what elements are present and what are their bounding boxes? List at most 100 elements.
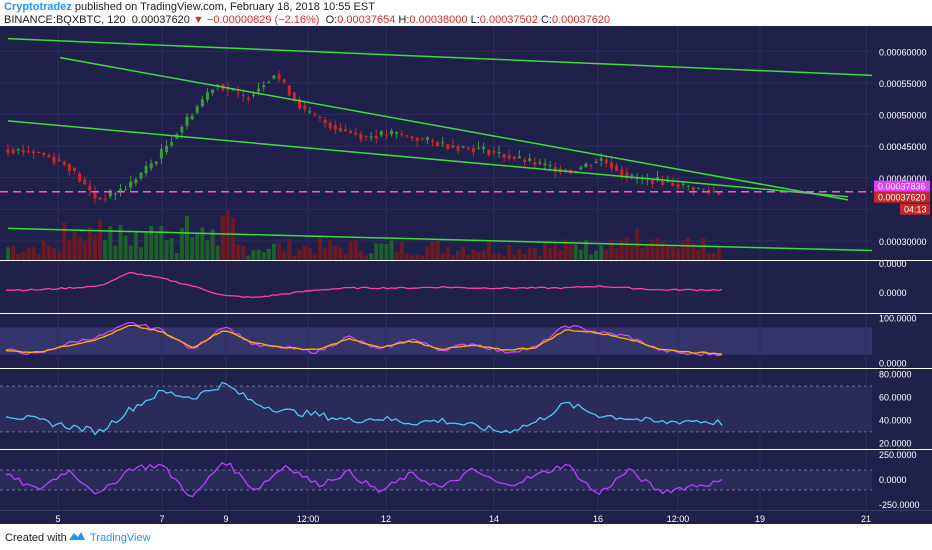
- volume-bar: [374, 243, 379, 260]
- volume-bar: [640, 248, 645, 260]
- candle-body: [410, 136, 414, 139]
- volume-bar: [149, 225, 154, 260]
- rsi-tick-label: 20.0000: [879, 438, 912, 448]
- volume-bar: [220, 216, 225, 260]
- created-with-label: Created with: [5, 532, 67, 544]
- volume-bar: [261, 252, 266, 260]
- candle-body: [108, 190, 112, 197]
- volume-bar: [619, 239, 624, 260]
- candle-body: [615, 165, 619, 172]
- volume-bar: [195, 233, 200, 260]
- rsi-panel[interactable]: [0, 369, 872, 449]
- candle-body: [113, 193, 117, 195]
- volume-bar: [496, 253, 501, 260]
- candle-body: [686, 185, 690, 187]
- candle-body: [262, 85, 266, 88]
- low-value: 0.00037502: [479, 14, 538, 26]
- candle-body: [333, 125, 337, 130]
- candle-body: [144, 165, 148, 174]
- volume-bar: [364, 255, 368, 260]
- candle-body: [487, 149, 491, 155]
- volume-bar: [410, 255, 415, 260]
- volume-bar: [277, 242, 282, 260]
- tradingview-logo-icon: [69, 532, 85, 540]
- volume-bar: [205, 240, 210, 260]
- candle-body: [400, 134, 404, 136]
- volume-bar: [404, 252, 409, 260]
- candle-body: [11, 149, 15, 154]
- rsi-chart: [0, 369, 872, 449]
- cci-panel[interactable]: [0, 450, 872, 510]
- volume-bar: [133, 231, 138, 260]
- countdown-label: 04:13: [904, 205, 927, 215]
- current-price-tag: [874, 191, 930, 203]
- volume-bar: [399, 241, 404, 260]
- volume-bar: [16, 253, 21, 260]
- high-value: 0.00038000: [409, 14, 468, 26]
- volume-bar: [246, 255, 251, 260]
- price-change: −0.00000829 (−2.16%): [206, 14, 320, 26]
- time-tick-label: 12:00: [297, 514, 320, 524]
- candle-body: [88, 185, 92, 191]
- candle-body: [231, 89, 235, 91]
- volume-bar: [103, 240, 108, 260]
- rsi-tick-label: 80.0000: [879, 370, 912, 380]
- author-link[interactable]: Cryptotradez: [4, 1, 72, 13]
- volume-bar: [384, 244, 389, 260]
- candle-body: [671, 182, 675, 186]
- volume-bar: [466, 254, 471, 260]
- candle-body: [477, 147, 481, 149]
- time-tick-label: 16: [593, 514, 603, 524]
- time-axis-labels: 5 7 9 12:00 12 14 16 12:00 19 21: [55, 514, 871, 524]
- candle-body: [384, 134, 388, 136]
- candle-body: [328, 122, 332, 129]
- time-tick-label: 12:00: [667, 514, 690, 524]
- volume-bar: [706, 253, 711, 260]
- volume-bar: [31, 246, 36, 260]
- volume-bar: [154, 233, 159, 260]
- candle-body: [349, 130, 353, 134]
- cci-tick-label: -250.0000: [879, 500, 920, 510]
- candle-body: [236, 92, 240, 94]
- candle-body: [630, 175, 634, 177]
- candle-body: [139, 172, 143, 179]
- volume-bar: [26, 248, 31, 260]
- candle-body: [599, 158, 603, 161]
- current-price-tag-label: 0.00037620: [878, 193, 926, 203]
- volume-bar: [660, 241, 665, 260]
- candle-body: [149, 163, 153, 169]
- volume-bar: [389, 240, 394, 260]
- indicator1-panel[interactable]: [0, 261, 872, 313]
- candle-body: [72, 167, 76, 171]
- time-tick-label: 12: [381, 514, 391, 524]
- candle-body: [200, 99, 204, 107]
- volume-bar: [471, 249, 476, 260]
- volume-bar: [98, 219, 103, 260]
- candle-body: [246, 97, 250, 100]
- candle-body: [538, 162, 542, 164]
- volume-bar: [348, 241, 353, 260]
- rsi-tick-label: 60.0000: [879, 393, 912, 403]
- stoch-panel[interactable]: [0, 314, 872, 368]
- volume-bar: [624, 237, 629, 260]
- price-tick-label: 0.00060000: [879, 47, 927, 57]
- volume-bar: [578, 249, 583, 260]
- candle-body: [282, 79, 286, 83]
- volume-bar: [215, 245, 220, 260]
- symbol-label: BINANCE:BQXBTC, 120: [4, 14, 126, 26]
- price-axis[interactable]: 0.00060000 0.00055000 0.00050000 0.00045000…: [872, 26, 932, 260]
- volume-bar: [231, 218, 236, 260]
- volume-bar: [609, 239, 614, 260]
- candle-body: [154, 161, 158, 164]
- volume-bar: [665, 244, 670, 260]
- candle-body: [62, 161, 66, 165]
- volume-bar: [118, 224, 123, 260]
- candle-body: [32, 151, 36, 154]
- volume-bar: [36, 254, 41, 260]
- time-axis[interactable]: 5 7 9 12:00 12 14 16 12:00 19 21: [0, 510, 932, 525]
- volume-bar: [512, 254, 517, 260]
- price-panel[interactable]: [0, 26, 873, 260]
- tradingview-brand-link[interactable]: TradingView: [90, 532, 151, 544]
- volume-bar: [225, 210, 230, 260]
- volume-bar: [502, 255, 507, 260]
